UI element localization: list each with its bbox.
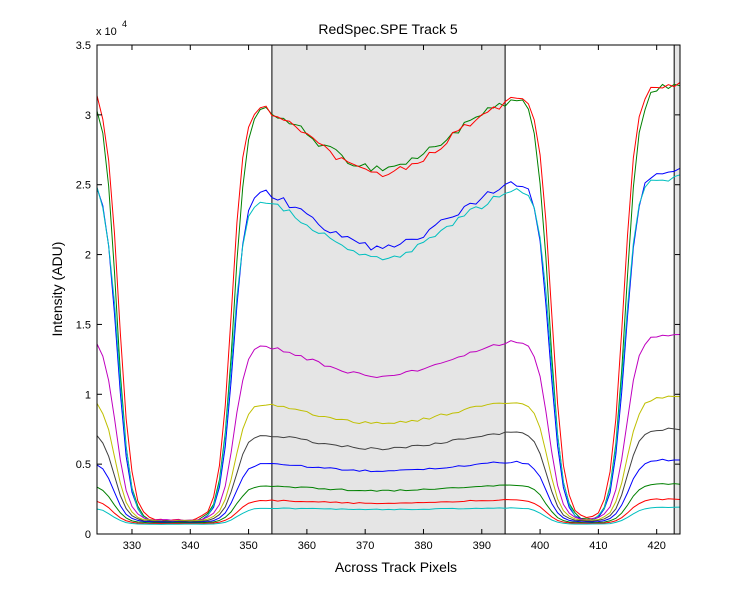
y-tick-label: 2.5: [76, 180, 91, 192]
x-tick-label: 400: [531, 540, 549, 552]
y-tick-label: 3.5: [76, 40, 91, 52]
y-tick-label: 2: [85, 250, 91, 262]
shaded-region-1: [271, 45, 506, 534]
y-tick-label: 0.5: [76, 459, 91, 471]
series-lines: [96, 82, 681, 525]
y-tick-label: 1.5: [76, 319, 91, 331]
series-line-10: [96, 498, 681, 525]
x-tick-label: 420: [648, 540, 666, 552]
series-line-8: [96, 458, 681, 523]
y-multiplier-label: x 10: [96, 26, 117, 38]
x-axis-label: Across Track Pixels: [335, 559, 457, 575]
series-line-9: [96, 483, 681, 524]
y-multiplier-exponent: 4: [122, 19, 127, 29]
shaded-regions: [271, 45, 680, 534]
region-boundaries: [271, 45, 675, 534]
chart-title: RedSpec.SPE Track 5: [318, 21, 458, 37]
y-axis-ticks: 0 0.5 1 1.5 2 2.5 3 3.5: [76, 40, 680, 541]
y-axis-label: Intensity (ADU): [49, 242, 65, 337]
x-tick-label: 370: [356, 540, 374, 552]
shaded-region-2: [674, 45, 680, 534]
x-tick-label: 340: [181, 540, 199, 552]
x-tick-label: 380: [414, 540, 432, 552]
x-tick-label: 390: [473, 540, 491, 552]
y-tick-label: 3: [85, 110, 91, 122]
y-tick-label: 0: [85, 529, 91, 541]
y-tick-label: 1: [85, 389, 91, 401]
x-tick-label: 350: [239, 540, 257, 552]
series-line-2: [96, 82, 681, 523]
x-tick-label: 410: [589, 540, 607, 552]
plot-frame: [96, 44, 681, 535]
x-tick-label: 360: [298, 540, 316, 552]
x-tick-label: 330: [123, 540, 141, 552]
x-axis-ticks: 330 340 350 360 370 380 390 400 410 420: [123, 45, 666, 552]
series-line-11: [96, 506, 681, 525]
series-line-7: [96, 427, 681, 523]
series-line-6: [96, 395, 681, 522]
